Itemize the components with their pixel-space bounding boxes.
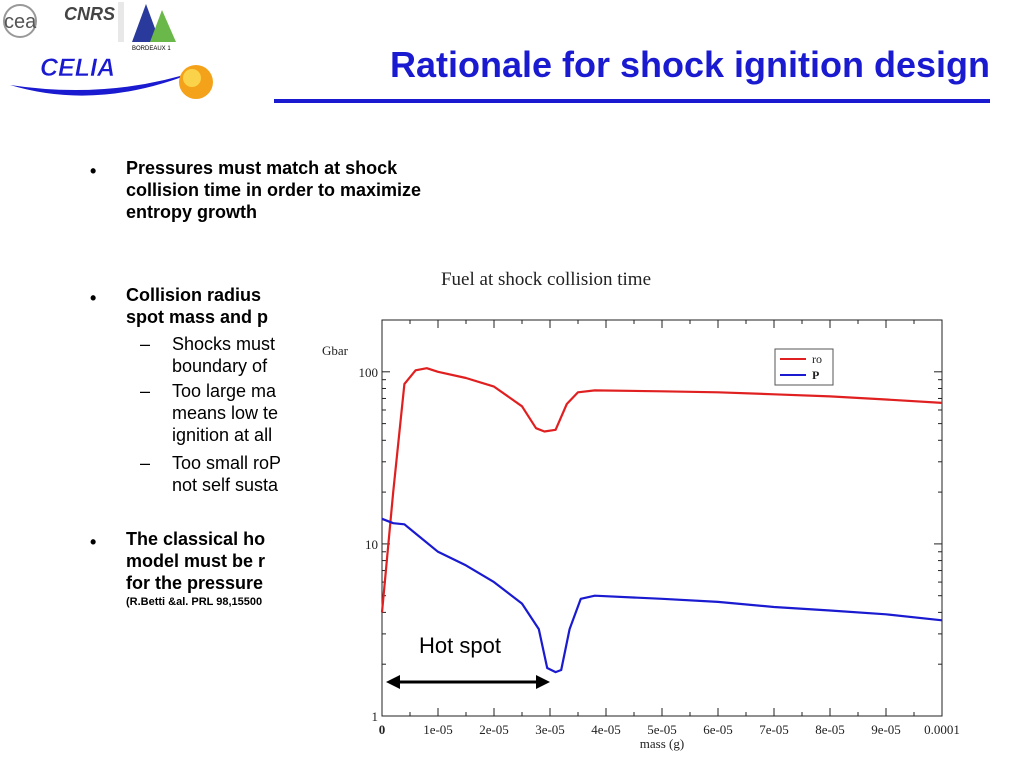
hot-spot-arrowhead-right (536, 675, 550, 689)
chart-svg: Fuel at shock collision time Gbar mass (… (322, 269, 960, 751)
legend-ro-label: ro (812, 352, 822, 366)
logos-graphic: cea CNRS BORDEAUX 1 CELIA (3, 2, 213, 99)
series-line-ro (380, 367, 943, 613)
svg-text:CNRS: CNRS (64, 4, 115, 24)
cnrs-logo: CNRS (64, 4, 115, 24)
hot-spot-label: Hot spot (419, 633, 501, 658)
sub-bullet-dash-2: – (140, 381, 151, 401)
x-tick-label: 4e-05 (591, 722, 621, 737)
sub-bullet-3-text: Too small roP not self susta (172, 453, 282, 495)
svg-text:BORDEAUX 1: BORDEAUX 1 (132, 46, 171, 52)
svg-text:CELIA: CELIA (40, 54, 115, 82)
y-tick-label: 100 (359, 365, 379, 380)
bullet-dot-2: • (90, 288, 97, 308)
x-tick-label: 8e-05 (815, 722, 845, 737)
x-tick-label: 0 (379, 722, 386, 737)
chart-title: Fuel at shock collision time (441, 269, 651, 290)
celia-logo: CELIA (10, 54, 213, 99)
y-tick-label: 1 (372, 709, 379, 724)
y-tick-label: 10 (365, 537, 378, 552)
bullet-1-text: Pressures must match at shock collision … (126, 158, 422, 222)
x-axis-label: mass (g) (640, 736, 684, 751)
title-rule (274, 99, 990, 103)
bullet-3-reference: (R.Betti &al. PRL 98,15500 (126, 596, 263, 608)
x-tick-label: 6e-05 (703, 722, 733, 737)
cea-logo: cea (4, 11, 37, 33)
x-tick-label: 5e-05 (647, 722, 677, 737)
x-tick-label: 0.0001 (924, 722, 960, 737)
legend-p-label: P (812, 368, 819, 382)
bullet-dot-3: • (90, 532, 97, 552)
x-tick-label: 1e-05 (423, 722, 453, 737)
sub-bullet-2-text: Too large ma means low te ignition at al… (172, 381, 279, 445)
bordeaux-logo: BORDEAUX 1 (118, 2, 176, 52)
bullet-dot-1: • (90, 161, 97, 181)
sub-bullet-dash-3: – (140, 453, 151, 473)
x-tick-label: 9e-05 (871, 722, 901, 737)
annotation-backdrop (412, 626, 512, 660)
hot-spot-arrowhead-left (386, 675, 400, 689)
sub-bullet-1-text: Shocks must boundary of (172, 334, 276, 376)
logo-area: cea CNRS BORDEAUX 1 CELIA (0, 0, 240, 120)
slide-title: Rationale for shock ignition design (389, 44, 990, 85)
x-tick-label: 2e-05 (479, 722, 509, 737)
legend: ro P (774, 348, 834, 386)
x-tick-label: 7e-05 (759, 722, 789, 737)
y-axis-label: Gbar (322, 343, 349, 358)
bullet-3-text: The classical ho model must be r for the… (126, 529, 266, 593)
x-tick-label: 3e-05 (535, 722, 565, 737)
legend-box (774, 348, 834, 386)
sub-bullet-dash-1: – (140, 334, 151, 354)
series-line-p (381, 517, 943, 674)
bullet-2-text: Collision radius spot mass and p (126, 285, 269, 327)
chart-panel: Fuel at shock collision time Gbar mass (… (300, 260, 990, 760)
